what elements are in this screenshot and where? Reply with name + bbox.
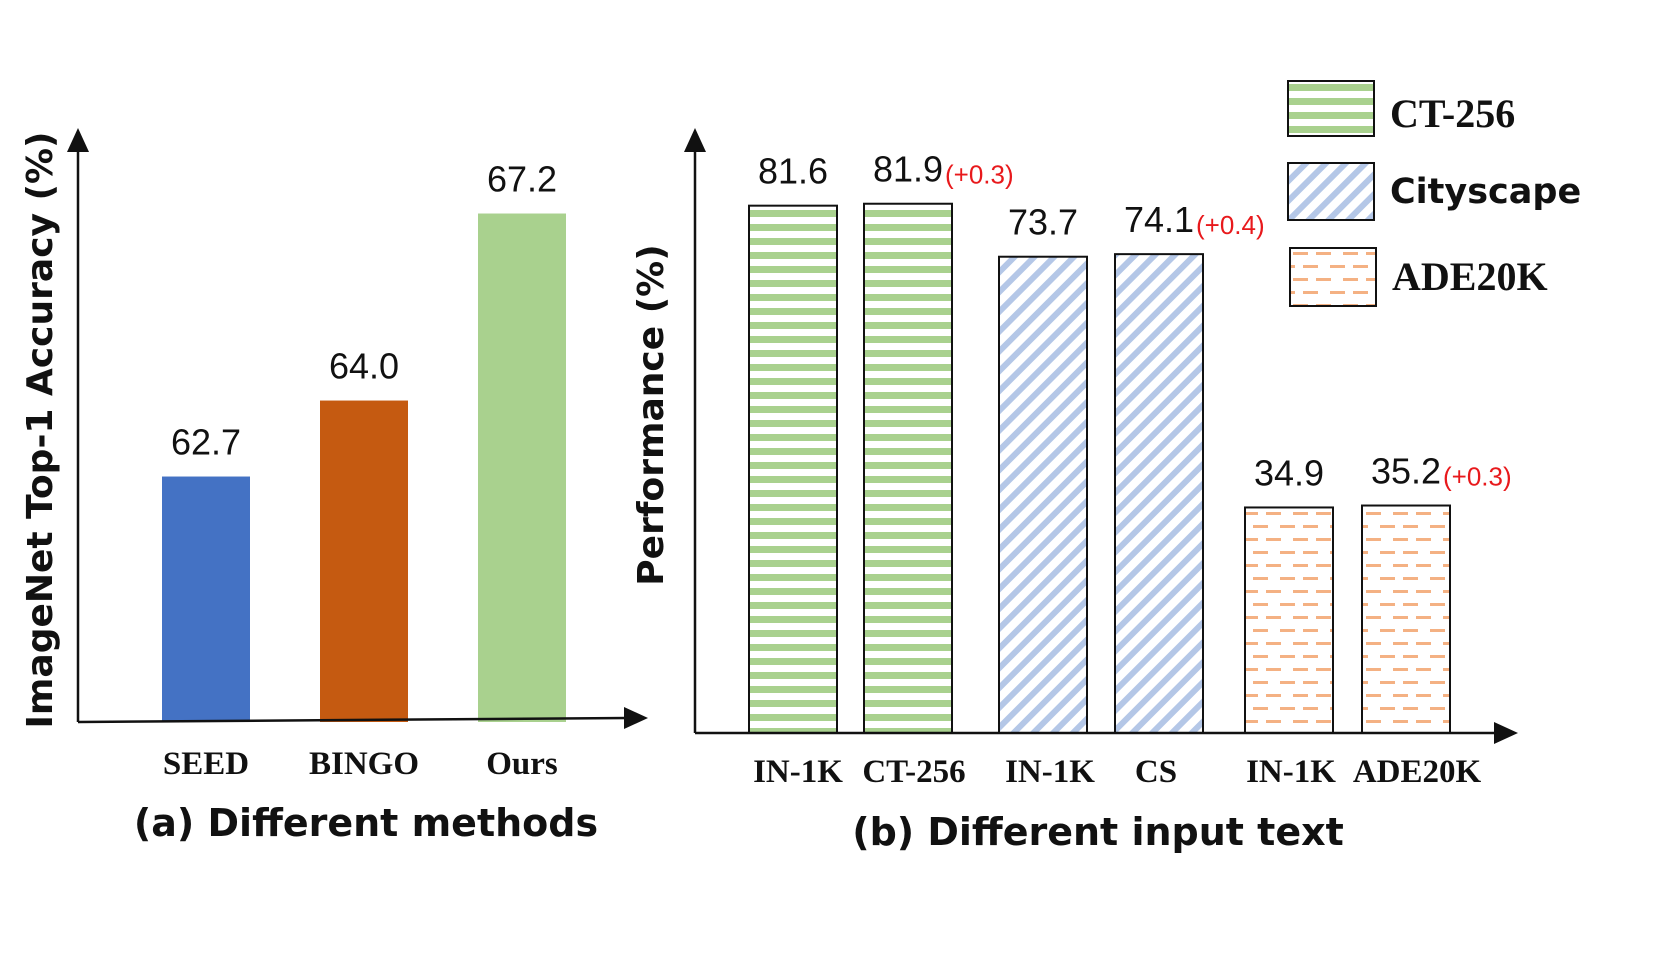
legend-swatch-ct-256 <box>1287 80 1375 137</box>
chart-b-value-label-in-1k-1: 81.6 <box>758 151 828 192</box>
chart-a-tick-label-bingo: BINGO <box>309 746 419 782</box>
chart-a-x-axis <box>77 716 629 724</box>
chart-b-y-axis-label: Performance (%) <box>631 244 672 585</box>
chart-b-value-label-cs-4: 74.1 <box>1124 199 1194 240</box>
chart-a-y-axis-arrow <box>67 128 89 152</box>
chart-different-methods: ImageNet Top-1 Accuracy (%) 62.7 64.0 67.2… <box>20 128 648 845</box>
chart-b-caption: (b) Different input text <box>852 810 1344 854</box>
chart-different-input-text: Performance (%) 81.6 81.9 (+0.3)73.7 74.1 (+… <box>631 80 1581 854</box>
chart-b-value-label-ade20k-6: 35.2 <box>1371 451 1441 492</box>
chart-b-value-label-ct-256-2: 81.9 <box>873 149 943 190</box>
legend-label-ct-256: CT-256 <box>1390 91 1515 136</box>
legend-swatch-cityscape <box>1287 162 1375 221</box>
chart-a-bar-seed <box>162 476 250 722</box>
chart-b-tick-label-in-1k-5: IN-1K <box>1246 754 1336 790</box>
chart-a-value-label-ours: 67.2 <box>487 159 557 200</box>
chart-b-y-axis-arrow <box>684 128 706 152</box>
legend-swatch-ade20k <box>1289 247 1377 307</box>
chart-b-value-label-in-1k-5: 34.9 <box>1254 452 1324 493</box>
chart-b-value-label-in-1k-3: 73.7 <box>1008 202 1078 243</box>
chart-b-tick-label-ct-256-2: CT-256 <box>862 754 965 790</box>
chart-b-tick-label-in-1k-3: IN-1K <box>1005 754 1095 790</box>
chart-a-bar-ours <box>478 213 566 722</box>
chart-a-x-axis-arrow <box>624 707 648 729</box>
chart-a-tick-label-seed: SEED <box>163 746 249 782</box>
chart-b-x-axis-arrow <box>1494 722 1518 744</box>
chart-b-delta-label-ct-256-2: (+0.3) <box>945 160 1014 190</box>
legend-label-cityscape: Cityscape <box>1390 172 1581 212</box>
legend-label-ade20k: ADE20K <box>1392 254 1548 299</box>
chart-a-bar-bingo <box>320 400 408 722</box>
chart-a-caption: (a) Different methods <box>134 801 598 845</box>
chart-a-tick-label-ours: Ours <box>486 746 558 782</box>
chart-b-bar-in-1k-1 <box>748 204 838 735</box>
chart-b-legend: CT-256 Cityscape ADE20K <box>1287 80 1581 307</box>
chart-b-bar-ct-256-2 <box>863 202 953 735</box>
chart-b-tick-label-ade20k-6: ADE20K <box>1353 754 1482 790</box>
legend-item-cityscape: Cityscape <box>1287 162 1581 221</box>
chart-b-delta-label-cs-4: (+0.4) <box>1196 210 1265 240</box>
chart-b-bar-ade20k-6 <box>1361 504 1451 734</box>
chart-a-value-label-seed: 62.7 <box>171 422 241 463</box>
chart-b-tick-label-cs-4: CS <box>1135 754 1177 790</box>
chart-b-bar-cs-4 <box>1114 253 1204 734</box>
chart-b-bar-in-1k-3 <box>998 255 1088 734</box>
chart-b-delta-label-ade20k-6: (+0.3) <box>1443 462 1512 492</box>
chart-a-y-axis-label: ImageNet Top-1 Accuracy (%) <box>20 131 61 728</box>
chart-b-tick-label-in-1k-1: IN-1K <box>753 754 843 790</box>
legend-item-ct-256: CT-256 <box>1287 80 1515 137</box>
legend-item-ade20k: ADE20K <box>1289 247 1548 307</box>
chart-a-value-label-bingo: 64.0 <box>329 346 399 387</box>
chart-b-bar-in-1k-5 <box>1244 506 1334 734</box>
